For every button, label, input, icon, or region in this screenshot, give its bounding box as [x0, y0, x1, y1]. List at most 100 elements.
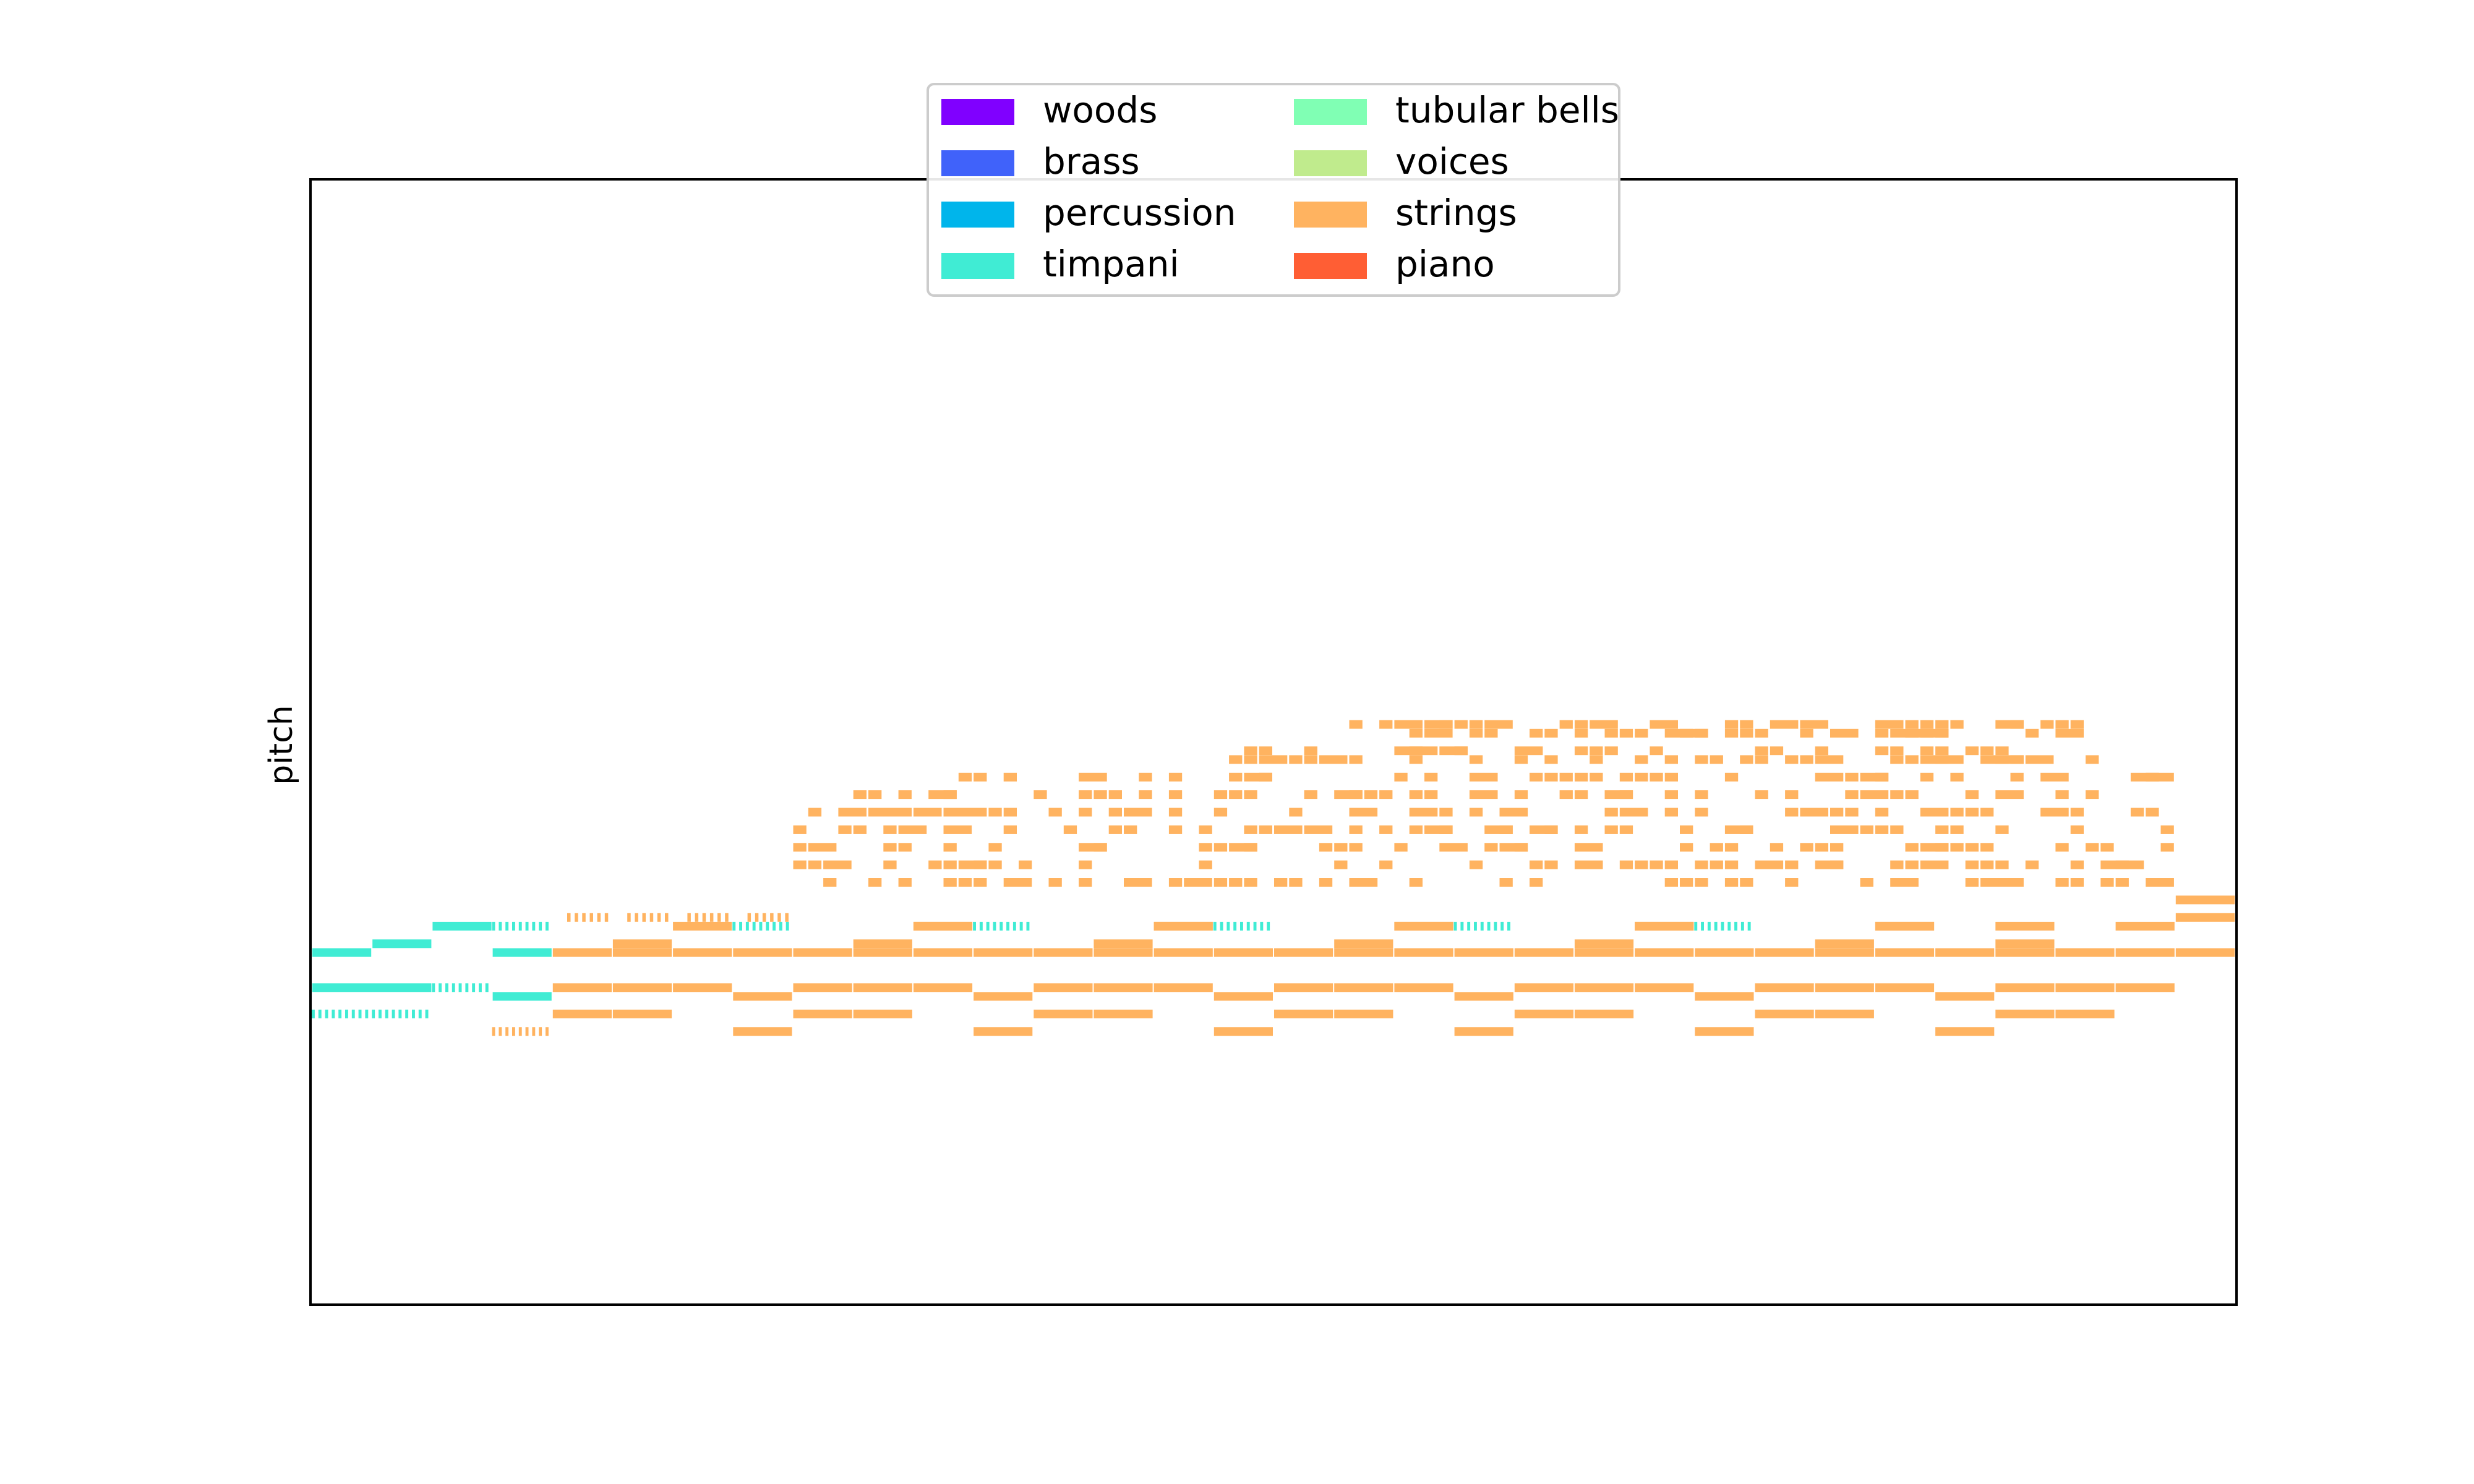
timpani-note: [752, 921, 756, 931]
strings-note: [1890, 790, 1904, 800]
timpani-note: [745, 921, 749, 931]
strings-note: [1469, 720, 1483, 729]
strings-note: [612, 948, 672, 957]
strings-note: [1199, 843, 1212, 852]
timpani-note: [1701, 921, 1704, 931]
timpani-note: [546, 921, 549, 931]
strings-note: [898, 808, 912, 817]
timpani-note: [1026, 921, 1030, 931]
y-axis-label: pitch: [263, 705, 300, 785]
strings-note: [1364, 878, 1378, 887]
strings-note: [1905, 878, 1919, 887]
strings-note: [1094, 948, 1153, 957]
strings-note: [1409, 790, 1423, 800]
strings-note: [747, 913, 751, 922]
strings-note: [1875, 728, 1889, 738]
strings-note: [2086, 790, 2099, 800]
strings-note: [589, 913, 593, 922]
timpani-note: [372, 1009, 375, 1018]
timpani-note: [739, 921, 742, 931]
strings-note: [988, 843, 1002, 852]
strings-note: [1680, 843, 1693, 852]
strings-note: [1213, 948, 1273, 957]
strings-note: [1574, 790, 1588, 800]
strings-note: [1154, 948, 1213, 957]
timpani-note: [525, 921, 529, 931]
strings-note: [2070, 825, 2084, 834]
strings-note: [1574, 860, 1603, 869]
strings-note: [1965, 746, 1979, 756]
strings-note: [1680, 825, 1693, 834]
strings-note: [1424, 728, 1453, 738]
strings-note: [1860, 790, 1889, 800]
strings-note: [1379, 720, 1393, 729]
strings-note: [1274, 983, 1333, 992]
strings-note: [1995, 825, 2009, 834]
strings-note: [2040, 720, 2054, 729]
strings-note: [1724, 843, 1739, 852]
strings-note: [943, 843, 957, 852]
strings-note: [1950, 720, 1964, 729]
strings-note: [1635, 772, 1648, 782]
strings-note: [2055, 720, 2069, 729]
strings-note: [1604, 825, 1618, 834]
strings-note: [2055, 843, 2069, 852]
strings-note: [1094, 843, 1107, 852]
strings-note: [2100, 878, 2114, 887]
legend-entry: brass: [941, 140, 1140, 182]
strings-note: [1349, 825, 1363, 834]
strings-note: [717, 913, 721, 922]
timpani-note: [973, 921, 976, 931]
timpani-note: [332, 1009, 335, 1018]
strings-note: [1950, 843, 1964, 852]
strings-note: [673, 948, 732, 957]
strings-note: [2025, 755, 2054, 764]
legend-entry: timpani: [941, 243, 1179, 285]
strings-note: [1349, 755, 1363, 764]
strings-note: [1409, 746, 1438, 756]
strings-note: [1034, 790, 1047, 800]
strings-note: [898, 825, 927, 834]
strings-note: [1740, 720, 1753, 729]
strings-note: [1439, 825, 1453, 834]
strings-note: [1650, 772, 1663, 782]
strings-note: [1800, 843, 1813, 852]
strings-note: [1695, 790, 1708, 800]
strings-note: [1785, 755, 1799, 764]
strings-note: [2040, 808, 2069, 817]
timpani-note: [1006, 921, 1009, 931]
strings-note: [1800, 728, 1813, 738]
strings-note: [687, 913, 691, 922]
strings-note: [1935, 948, 1995, 957]
strings-note: [823, 860, 852, 869]
strings-note: [1875, 825, 1889, 834]
strings-note: [1213, 992, 1273, 1001]
strings-note: [1079, 772, 1107, 782]
strings-note: [532, 1027, 536, 1036]
strings-note: [883, 825, 897, 834]
strings-note: [1574, 720, 1588, 729]
timpani-note: [1260, 921, 1264, 931]
strings-note: [2100, 843, 2114, 852]
strings-note: [1920, 860, 1949, 869]
strings-note: [1875, 772, 1889, 782]
strings-note: [1019, 860, 1032, 869]
strings-note: [1574, 728, 1588, 738]
strings-note: [1875, 720, 1904, 729]
strings-note: [1213, 878, 1228, 887]
strings-note: [673, 983, 732, 992]
strings-note: [2086, 755, 2099, 764]
strings-note: [1499, 878, 1513, 887]
legend-swatch: [941, 253, 1014, 279]
strings-note: [1094, 939, 1153, 949]
strings-note: [1244, 755, 1257, 764]
timpani-note: [1694, 921, 1698, 931]
timpani-note: [351, 1009, 355, 1018]
strings-note: [1815, 948, 1874, 957]
strings-note: [1890, 746, 1904, 756]
strings-note: [1334, 860, 1348, 869]
strings-note: [1995, 921, 2055, 931]
strings-note: [575, 913, 578, 922]
strings-note: [1664, 878, 1678, 887]
